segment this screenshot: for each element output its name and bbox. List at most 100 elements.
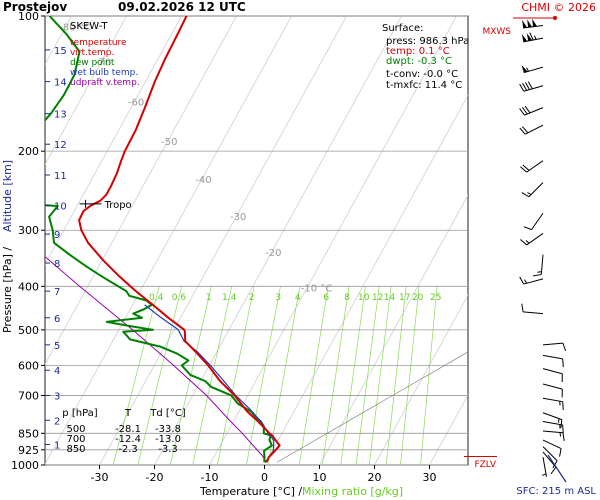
table-cell: -33.8: [155, 424, 181, 435]
wind-barb: [542, 397, 564, 410]
isotherm-label: -70: [95, 58, 111, 69]
wind-barb: [521, 32, 544, 43]
wind-barb: [519, 276, 544, 285]
x-axis-title: Temperature [°C] /: [199, 485, 302, 498]
pressure-tick-label: 1000: [11, 459, 39, 472]
mixing-ratio-line: [321, 286, 350, 465]
mxws-label: MXWS: [482, 27, 511, 37]
wind-barb: [542, 439, 562, 457]
temperature-tick-label: -20: [146, 471, 164, 484]
isotherm-line: [99, 16, 347, 465]
temperature-tick-label: -10: [201, 471, 219, 484]
isotherm-line: [264, 94, 468, 465]
x-axis-title-mixing: Mixing ratio [g/kg]: [302, 485, 403, 498]
mixing-ratio-line: [112, 286, 160, 465]
surface-tconv: t-conv: -0.0 °C: [386, 69, 458, 80]
mixing-ratio-label: 14: [384, 293, 396, 303]
pressure-tick-label: 925: [18, 444, 39, 457]
wind-barb: [521, 182, 544, 198]
altitude-tick-label: 8: [54, 259, 60, 270]
legend-item: wet bulb temp.: [70, 68, 138, 78]
table-cell: -12.4: [115, 434, 141, 445]
table-cell: 700: [66, 434, 85, 445]
wind-barb: [523, 212, 544, 231]
table-header: T: [124, 408, 132, 419]
surface-dwpt: dwpt: -0.3 °C: [386, 56, 452, 67]
wind-barb: [542, 446, 558, 469]
mixing-ratio-line: [298, 286, 329, 465]
tropopause-label: Tropo: [104, 200, 132, 211]
level-table: p [hPa] T Td [°C] 500 -28.1 -33.8 700 -12.4 -13.…: [62, 408, 186, 455]
station-name: Prostejov: [3, 0, 67, 14]
wind-barb: [522, 18, 544, 29]
temperature-tick-label: -30: [91, 471, 109, 484]
table-header: p [hPa]: [62, 408, 97, 419]
pressure-tick-label: 850: [18, 427, 39, 440]
temperature-tick-label: 20: [368, 471, 382, 484]
temperature-curve: [78, 16, 281, 463]
pressure-tick-label: 400: [18, 280, 39, 293]
pressure-tick-label: 600: [18, 359, 39, 372]
pressure-tick-label: 700: [18, 389, 39, 402]
legend-item: udpraft v.temp.: [70, 78, 140, 88]
table-cell: -2.3: [118, 444, 138, 455]
isotherm-label: -40: [195, 175, 211, 186]
pressure-tick-label: 200: [18, 145, 39, 158]
mixing-ratio-label: 0.6: [172, 293, 187, 303]
plot-frame: [44, 15, 469, 466]
table-cell: 500: [66, 424, 85, 435]
altitude-tick-label: 3: [54, 391, 60, 402]
wind-barb: [542, 383, 563, 398]
mixing-ratio-labels: 0.4 0.6 1 1.4 2 3 4 6 8 10 12 14 17 20 25: [149, 293, 441, 303]
surface-temp: temp: 0.1 °C: [386, 46, 450, 57]
wind-barb: [520, 160, 544, 173]
altitude-tick-label: 13: [54, 110, 67, 121]
wetbulb-curve: [144, 304, 275, 463]
temperature-tick-label: 30: [423, 471, 437, 484]
mixing-ratio-lines: [112, 286, 438, 465]
altitude-tick-label: 1: [54, 440, 60, 451]
wind-barbs: [464, 15, 567, 483]
mixing-ratio-line: [385, 286, 407, 465]
wind-barb: [542, 342, 567, 352]
altitude-tick-label: 12: [54, 140, 67, 151]
mixing-ratio-label: 6: [323, 293, 329, 303]
isotherm-label: -10 °C: [301, 283, 333, 294]
mixing-ratio-label: 20: [412, 293, 424, 303]
isotherm-label: -60: [128, 98, 144, 109]
surface-wind-arrow: [547, 454, 567, 483]
mxws-dot: [553, 15, 557, 20]
panel-title: SKEW-T: [70, 21, 108, 32]
wind-barb: [521, 303, 544, 315]
altitude-tick-label: 15: [54, 46, 67, 57]
isotherm-line: [374, 294, 468, 465]
temperature-tick-label: 0: [261, 471, 268, 484]
mixing-ratio-label: 12: [372, 293, 383, 303]
wind-barb: [542, 368, 563, 383]
mixing-ratio-label: 3: [275, 293, 281, 303]
legend-item: virt.temp.: [70, 48, 114, 58]
mixing-ratio-line: [137, 286, 183, 465]
sfc-label: SFC: 215 m ASL: [516, 486, 596, 497]
plot-area: -80 °C -70 -60 -50 -40 -30 -20 -10 °C 0.4 0.6 1 1.…: [44, 15, 469, 466]
y-axis-title: Pressure [hPa] /: [1, 247, 14, 333]
mixing-ratio-label: 17: [399, 293, 410, 303]
wetbulb-series-line: [144, 304, 275, 463]
wind-barb: [519, 81, 544, 92]
temperature-series-line: [78, 16, 281, 463]
wind-barb: [542, 430, 565, 441]
mixing-ratio-label: 2: [249, 293, 255, 303]
altitude-tick-label: 10: [54, 201, 67, 212]
surface-heading: Surface:: [382, 23, 423, 34]
table-header: Td [°C]: [149, 408, 186, 419]
wind-barb: [542, 354, 564, 368]
mixing-ratio-line: [400, 286, 420, 465]
dry-adiabat-line: [276, 351, 469, 463]
wind-barb: [519, 124, 544, 135]
wind-barb: [542, 412, 563, 428]
mixing-ratio-line: [192, 286, 233, 465]
temperature-tick-label: 10: [313, 471, 327, 484]
isotherm-label: -20: [265, 248, 281, 259]
